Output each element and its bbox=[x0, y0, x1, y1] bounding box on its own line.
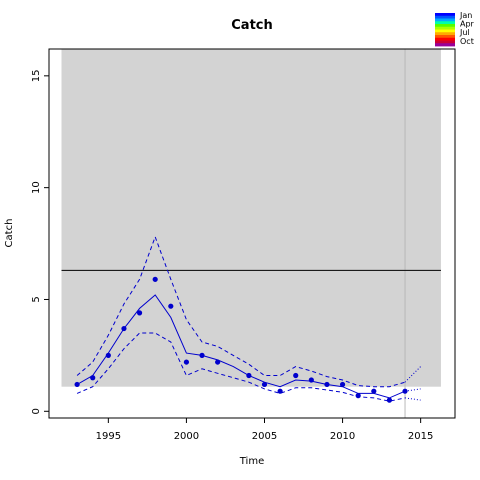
legend-swatch bbox=[435, 37, 455, 41]
legend-swatch bbox=[435, 35, 455, 39]
legend-swatch bbox=[435, 32, 455, 36]
series-layer bbox=[74, 235, 421, 403]
plot-area bbox=[48, 48, 456, 419]
y-axis: 0 5 10 15 bbox=[31, 69, 49, 414]
x-axis: 1995 2000 2005 2010 2015 bbox=[96, 418, 433, 442]
observed-point bbox=[339, 381, 346, 388]
y-tick-label: 5 bbox=[31, 296, 42, 302]
shaded-band bbox=[61, 49, 441, 387]
observed-point bbox=[168, 303, 174, 309]
legend-label: Jul bbox=[459, 28, 470, 37]
observed-point bbox=[261, 381, 268, 388]
x-axis-label: Time bbox=[239, 456, 264, 467]
observed-point bbox=[293, 372, 299, 379]
legend-swatch bbox=[435, 15, 455, 19]
observed-point bbox=[371, 388, 377, 394]
legend-swatch bbox=[435, 21, 455, 25]
upper-line bbox=[76, 235, 406, 388]
x-tick-label: 1995 bbox=[96, 431, 121, 442]
fit-line bbox=[76, 294, 406, 399]
legend-label: Apr bbox=[460, 20, 475, 29]
observed-point bbox=[136, 310, 143, 316]
observed-point bbox=[386, 397, 393, 403]
legend-swatch bbox=[435, 13, 455, 17]
x-tick-label: 2015 bbox=[408, 431, 433, 442]
legend-swatch bbox=[435, 24, 455, 28]
legend-swatch bbox=[435, 29, 455, 33]
x-tick-label: 2000 bbox=[174, 431, 199, 442]
forecast-upper-line bbox=[404, 366, 421, 383]
y-tick-label: 0 bbox=[31, 408, 42, 414]
lower-line bbox=[76, 332, 406, 402]
legend-swatch bbox=[435, 18, 455, 22]
observed-point bbox=[183, 359, 190, 365]
x-tick-label: 2010 bbox=[330, 431, 355, 442]
chart-title: Catch bbox=[231, 18, 273, 33]
plot-frame bbox=[48, 48, 456, 419]
y-tick-label: 10 bbox=[31, 181, 42, 194]
legend-swatch bbox=[435, 43, 455, 47]
forecast-lower-line bbox=[404, 397, 421, 401]
legend-swatch bbox=[435, 40, 455, 44]
legend-swatch bbox=[435, 26, 455, 30]
legend-label: Oct bbox=[460, 37, 474, 46]
legend-label: Jan bbox=[459, 11, 472, 20]
observed-point bbox=[152, 276, 158, 282]
x-tick-label: 2005 bbox=[252, 431, 277, 442]
y-tick-label: 15 bbox=[31, 69, 42, 82]
y-axis-label: Catch bbox=[4, 219, 15, 248]
